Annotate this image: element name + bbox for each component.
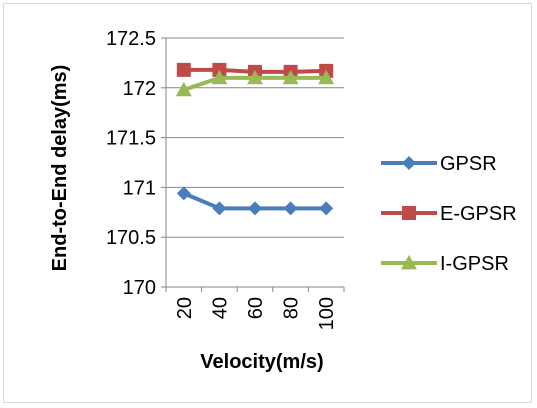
axes [161,37,345,292]
data-point-i-gpsr-3 [282,69,299,85]
data-point-i-gpsr-1 [211,69,228,85]
legend-label-i-gpsr: I-GPSR [440,253,509,275]
legend-entry-e-gpsr: E-GPSR [381,203,517,225]
y-tick-label-5: 172.5 [106,28,156,50]
y-tick-labels: 170 170.5 171 171.5 172 172.5 [106,28,156,299]
x-tick-label-3: 80 [281,297,303,319]
data-point-i-gpsr-2 [247,69,263,85]
y-tick-label-0: 170 [123,277,156,299]
y-tick-label-4: 172 [123,78,156,100]
data-point-gpsr-1 [212,201,227,216]
series-i-gpsr [175,69,335,97]
data-point-e-gpsr-0 [176,62,191,77]
legend-entry-gpsr: GPSR [381,153,497,175]
legend-marker-gpsr [402,156,416,170]
y-tick-label-1: 170.5 [106,227,156,249]
data-point-gpsr-2 [248,201,262,216]
data-point-i-gpsr-0 [175,81,192,97]
data-point-gpsr-0 [176,186,191,201]
legend: GPSR E-GPSR I-GPSR [381,153,517,275]
series-gpsr [176,186,334,216]
y-tick-label-2: 171 [123,177,156,199]
chart-frame [3,3,532,403]
series-lines [175,62,335,216]
x-tick-label-4: 100 [316,297,338,330]
legend-marker-i-gpsr [401,255,417,270]
data-point-i-gpsr-4 [318,69,335,85]
x-tick-label-0: 20 [174,297,196,319]
gridlines [166,37,344,238]
legend-entry-i-gpsr: I-GPSR [381,253,509,275]
x-tick-labels: 20 40 60 80 100 [174,297,338,330]
data-point-gpsr-4 [319,201,334,216]
x-tick-label-1: 40 [209,297,231,319]
legend-marker-e-gpsr [402,206,416,220]
y-tick-label-3: 171.5 [106,128,156,150]
legend-label-e-gpsr: E-GPSR [440,203,517,225]
legend-label-gpsr: GPSR [440,153,497,175]
x-axis-title: Velocity(m/s) [200,351,323,373]
x-tick-label-2: 60 [245,297,267,319]
y-axis-title: End-to-End delay(ms) [49,65,71,272]
data-point-gpsr-3 [283,201,298,216]
